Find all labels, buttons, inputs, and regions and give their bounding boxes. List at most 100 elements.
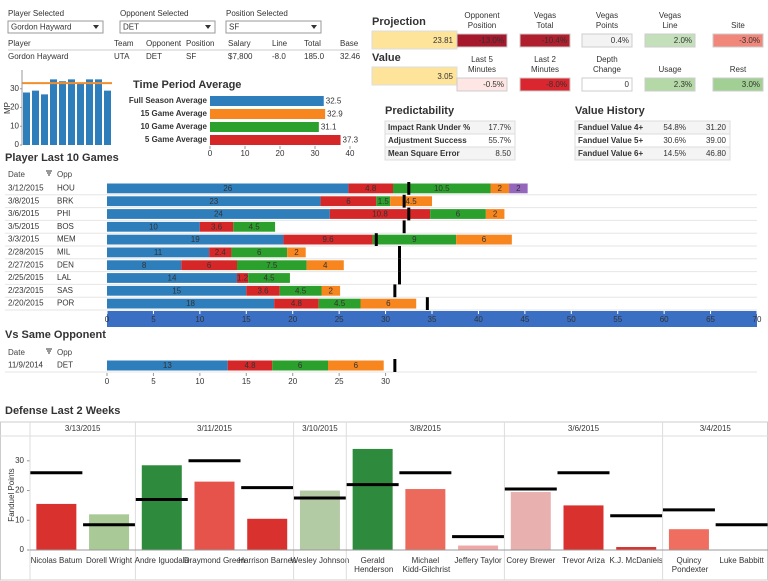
row-box (384, 146, 516, 161)
segment-label: 6 (354, 361, 359, 370)
metric-value: 3.05 (437, 72, 453, 81)
bar-segment (107, 273, 237, 283)
factor-label: Minutes (468, 65, 496, 74)
factor-label: Vegas (659, 11, 681, 20)
opp-label: MIL (57, 248, 71, 257)
group-label: 3/6/2015 (568, 424, 600, 433)
x-tick-label: 25 (335, 315, 344, 324)
opp-label: SAS (57, 286, 73, 295)
date-label: 2/25/2015 (8, 273, 44, 282)
date-label: 2/27/2015 (8, 260, 44, 269)
bar (141, 465, 182, 550)
bar (104, 90, 111, 145)
bar-segment (320, 196, 377, 207)
row-value: 30.6% (663, 136, 686, 145)
factor-box (712, 33, 764, 48)
row-value: 55.7% (488, 136, 511, 145)
bar-segment (248, 273, 290, 283)
opp-label: HOU (57, 184, 75, 193)
bar-segment (107, 196, 321, 207)
date-label: 3/5/2015 (8, 222, 40, 231)
bar (210, 96, 324, 106)
segment-label: 6 (456, 210, 461, 219)
bar (36, 503, 77, 550)
table-header: Team (114, 39, 134, 48)
group-label: 3/10/2015 (302, 424, 338, 433)
table-cell: $7,800 (228, 52, 253, 61)
bar (68, 79, 75, 145)
dropdown-arrow (93, 25, 99, 29)
table-header: Player (8, 39, 31, 48)
table-header: Total (304, 39, 321, 48)
x-tick-label: 10 (241, 149, 250, 158)
metric-label: Projection (372, 16, 426, 28)
player-label: Gerald Henderson (352, 556, 393, 574)
x-tick-label: 40 (346, 149, 355, 158)
x-tick-label: 40 (474, 315, 483, 324)
bar-segment (360, 298, 417, 309)
bar-segment (107, 221, 200, 232)
date-label: 3/3/2015 (8, 235, 40, 244)
player-label: Jeffery Taylor (454, 556, 502, 565)
segment-label: 4.5 (295, 286, 307, 295)
x-tick-label: 20 (288, 377, 297, 386)
row-value: 39.00 (706, 136, 727, 145)
factor-label: Total (537, 21, 554, 30)
section-title: Time Period Average (133, 79, 241, 91)
table-cell: DET (146, 52, 162, 61)
group-label: 3/11/2015 (197, 424, 233, 433)
column-header: Opp (57, 348, 73, 357)
factor-label: Change (593, 65, 622, 74)
x-tick-label: 15 (242, 315, 251, 324)
factor-value: 0.4% (611, 36, 629, 45)
segment-label: 6 (346, 197, 351, 206)
date-label: 2/23/2015 (8, 286, 44, 295)
bar-segment (372, 234, 457, 245)
date-label: 2/20/2015 (8, 299, 44, 308)
table-cell: UTA (114, 52, 130, 61)
bar (194, 481, 235, 550)
opp-label: DET (57, 361, 73, 370)
category-label: 10 Game Average (140, 122, 207, 131)
bar (458, 545, 499, 550)
factor-value: -8.0% (546, 80, 567, 89)
bar (32, 90, 39, 145)
segment-label: 6 (298, 361, 303, 370)
filter-label: Opponent Selected (120, 9, 189, 18)
segment-label: 4.5 (249, 222, 261, 231)
factor-label: Vegas (596, 11, 618, 20)
segment-label: 2.4 (215, 248, 227, 257)
segment-label: 4 (323, 261, 328, 270)
section-title: Predictability (385, 105, 455, 117)
player-label: K.J. McDaniels (610, 556, 663, 565)
dropdown (7, 20, 104, 34)
metric-value: 23.81 (433, 36, 454, 45)
bar (405, 489, 446, 550)
factor-box (581, 77, 633, 92)
x-tick-label: 0 (105, 315, 110, 324)
bar-segment (287, 247, 306, 258)
factor-label: Last 2 (534, 55, 556, 64)
bar (86, 79, 93, 145)
row-box (574, 146, 731, 161)
x-tick-label: 70 (753, 315, 762, 324)
bar-segment (181, 260, 237, 271)
factor-label: Minutes (531, 65, 559, 74)
bar-segment (283, 234, 373, 245)
factor-box (644, 33, 696, 48)
group-label: 3/13/2015 (65, 424, 101, 433)
bar-segment (509, 183, 528, 194)
bar-segment (231, 247, 288, 258)
segment-label: 11 (154, 248, 163, 257)
bar-segment (233, 221, 276, 232)
section-title: Defense Last 2 Weeks (5, 405, 120, 417)
segment-label: 6 (207, 261, 212, 270)
sort-icon (46, 170, 52, 176)
opp-label: DEN (57, 260, 74, 269)
filter-value: SF (229, 23, 239, 32)
player-label: Dorell Wright (86, 556, 133, 565)
y-tick-label: 20 (15, 486, 24, 495)
x-tick-label: 10 (195, 377, 204, 386)
segment-label: 24 (214, 210, 223, 219)
